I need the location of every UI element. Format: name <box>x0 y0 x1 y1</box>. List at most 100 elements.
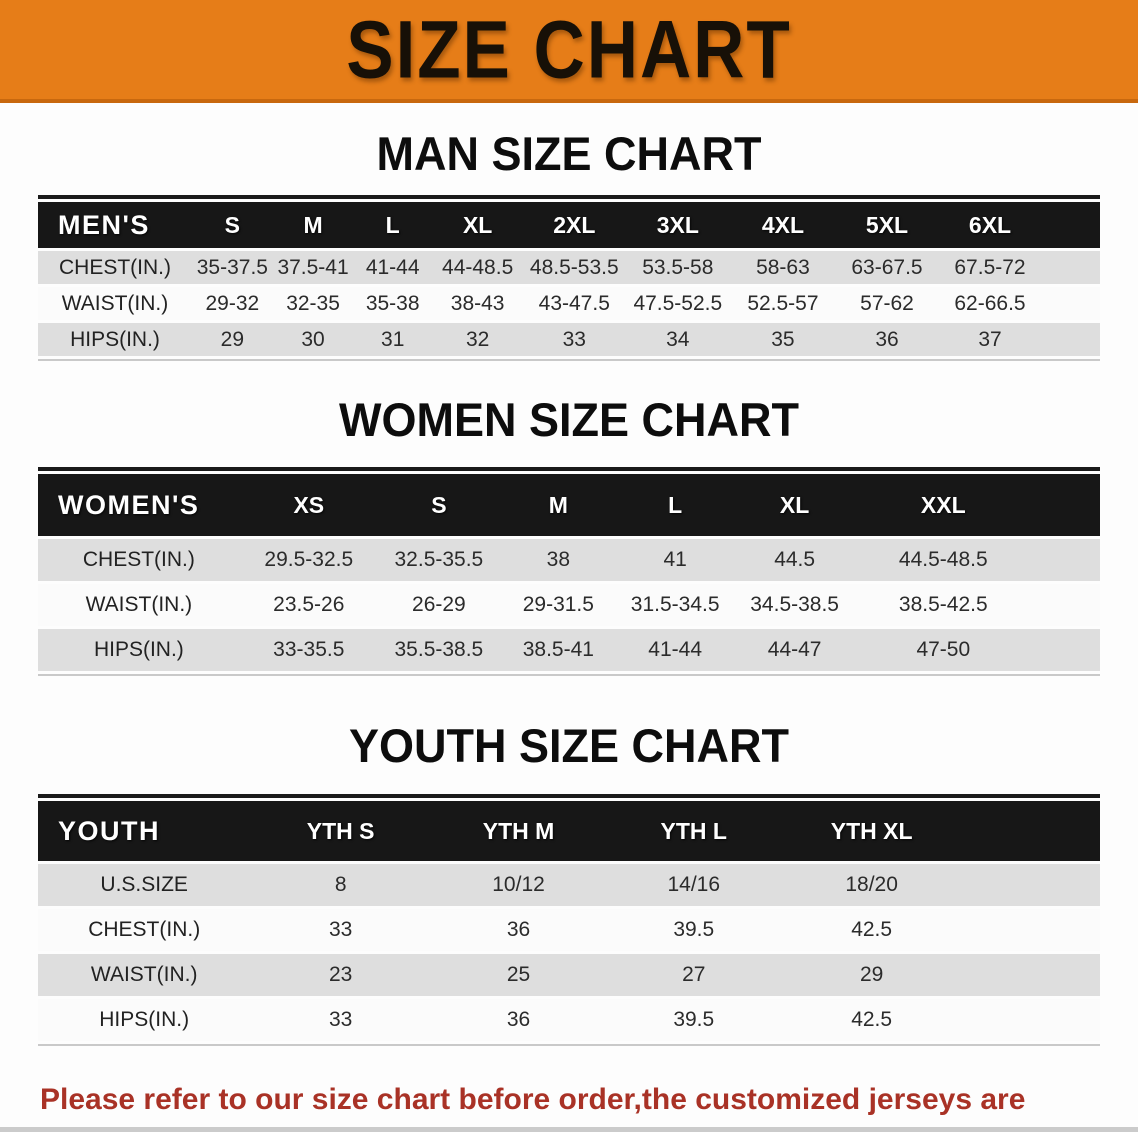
women-table-corner-label: WOMEN'S <box>38 474 240 536</box>
size-cell: 47.5-52.5 <box>625 287 731 320</box>
row-label-hips: HIPS(IN.) <box>38 323 192 356</box>
bottom-divider <box>0 1127 1138 1132</box>
women-column-header-xl: XL <box>733 474 856 536</box>
women-column-header-s: S <box>377 474 500 536</box>
men-section: MAN SIZE CHART MEN'S S M L XL 2XL 3XL 4X… <box>0 126 1138 361</box>
size-cell: 23 <box>250 954 431 996</box>
size-cell: 10/12 <box>430 864 607 906</box>
disclaimer-text: Please refer to our size chart before or… <box>0 1076 1138 1132</box>
size-cell: 36 <box>835 323 939 356</box>
size-cell: 29 <box>781 954 962 996</box>
women-chest-row: CHEST(IN.) 29.5-32.5 32.5-35.5 38 41 44.… <box>38 539 1100 581</box>
size-cell: 44.5-48.5 <box>855 539 1031 581</box>
size-cell: 42.5 <box>781 999 962 1041</box>
youth-section-heading: YOUTH SIZE CHART <box>348 718 789 773</box>
size-cell: 38.5-42.5 <box>855 584 1031 626</box>
women-size-table: WOMEN'S XS S M L XL XXL CHEST(IN.) 29.5-… <box>38 467 1100 676</box>
size-cell: 18/20 <box>781 864 962 906</box>
men-column-header-xl: XL <box>431 202 524 248</box>
men-section-heading: MAN SIZE CHART <box>376 126 762 181</box>
row-filler <box>1030 584 1100 626</box>
men-hips-row: HIPS(IN.) 29 30 31 32 33 34 35 36 37 <box>38 323 1100 356</box>
size-cell: 35.5-38.5 <box>377 629 500 671</box>
women-waist-row: WAIST(IN.) 23.5-26 26-29 29-31.5 31.5-34… <box>38 584 1100 626</box>
size-cell: 29.5-32.5 <box>239 539 378 581</box>
row-filler <box>961 999 1100 1041</box>
size-cell: 29-32 <box>192 287 273 320</box>
youth-chest-row: CHEST(IN.) 33 36 39.5 42.5 <box>38 909 1100 951</box>
row-filler <box>1030 539 1100 581</box>
size-cell: 32 <box>431 323 524 356</box>
size-cell: 41-44 <box>353 251 432 284</box>
youth-column-header-l: YTH L <box>606 801 782 861</box>
size-cell: 57-62 <box>835 287 939 320</box>
size-chart-banner: SIZE CHART <box>0 0 1138 103</box>
size-cell: 23.5-26 <box>239 584 378 626</box>
women-section: WOMEN SIZE CHART WOMEN'S XS S M L XL XXL… <box>0 392 1138 676</box>
men-waist-row: WAIST(IN.) 29-32 32-35 35-38 38-43 43-47… <box>38 287 1100 320</box>
youth-hips-row: HIPS(IN.) 33 36 39.5 42.5 <box>38 999 1100 1041</box>
size-cell: 29 <box>192 323 273 356</box>
youth-column-header-xl: YTH XL <box>781 801 962 861</box>
row-label-waist: WAIST(IN.) <box>38 584 240 626</box>
men-table-header-row: MEN'S S M L XL 2XL 3XL 4XL 5XL 6XL <box>38 202 1100 248</box>
row-filler <box>961 909 1100 951</box>
size-cell: 33 <box>250 999 431 1041</box>
size-cell: 41 <box>616 539 734 581</box>
size-cell: 41-44 <box>616 629 734 671</box>
women-table-header-row: WOMEN'S XS S M L XL XXL <box>38 474 1100 536</box>
men-column-header-s: S <box>192 202 273 248</box>
size-cell: 35-37.5 <box>192 251 273 284</box>
size-cell: 63-67.5 <box>835 251 939 284</box>
size-cell: 62-66.5 <box>938 287 1042 320</box>
size-cell: 30 <box>272 323 354 356</box>
youth-ussize-row: U.S.SIZE 8 10/12 14/16 18/20 <box>38 864 1100 906</box>
size-cell: 34.5-38.5 <box>733 584 856 626</box>
men-header-filler <box>1041 202 1100 248</box>
size-cell: 35-38 <box>353 287 432 320</box>
size-cell: 31.5-34.5 <box>616 584 734 626</box>
size-cell: 48.5-53.5 <box>523 251 626 284</box>
size-chart-title: SIZE CHART <box>346 3 792 96</box>
size-cell: 39.5 <box>606 909 782 951</box>
size-cell: 53.5-58 <box>625 251 731 284</box>
youth-waist-row: WAIST(IN.) 23 25 27 29 <box>38 954 1100 996</box>
women-hips-row: HIPS(IN.) 33-35.5 35.5-38.5 38.5-41 41-4… <box>38 629 1100 671</box>
size-cell: 58-63 <box>730 251 836 284</box>
size-cell: 38 <box>499 539 617 581</box>
size-cell: 25 <box>430 954 607 996</box>
row-filler <box>1030 629 1100 671</box>
size-cell: 38.5-41 <box>499 629 617 671</box>
row-label-waist: WAIST(IN.) <box>38 287 192 320</box>
men-table-corner-label: MEN'S <box>38 202 192 248</box>
size-cell: 43-47.5 <box>523 287 626 320</box>
youth-column-header-m: YTH M <box>430 801 607 861</box>
row-filler <box>1041 323 1100 356</box>
disclaimer-line-1: Please refer to our size chart before or… <box>40 1083 1026 1132</box>
youth-header-filler <box>961 801 1100 861</box>
size-cell: 39.5 <box>606 999 782 1041</box>
size-cell: 33-35.5 <box>239 629 378 671</box>
size-cell: 38-43 <box>431 287 524 320</box>
size-cell: 52.5-57 <box>730 287 836 320</box>
row-label-chest: CHEST(IN.) <box>38 539 240 581</box>
men-column-header-4xl: 4XL <box>730 202 836 248</box>
women-header-filler <box>1030 474 1100 536</box>
women-section-heading: WOMEN SIZE CHART <box>339 392 799 447</box>
size-cell: 42.5 <box>781 909 962 951</box>
men-column-header-2xl: 2XL <box>523 202 626 248</box>
youth-table-corner-label: YOUTH <box>38 801 251 861</box>
row-label-chest: CHEST(IN.) <box>38 909 251 951</box>
size-cell: 67.5-72 <box>938 251 1042 284</box>
size-cell: 29-31.5 <box>499 584 617 626</box>
size-cell: 27 <box>606 954 782 996</box>
youth-table-header-row: YOUTH YTH S YTH M YTH L YTH XL <box>38 801 1100 861</box>
size-cell: 32-35 <box>272 287 354 320</box>
row-filler <box>961 864 1100 906</box>
men-column-header-5xl: 5XL <box>835 202 939 248</box>
men-chest-row: CHEST(IN.) 35-37.5 37.5-41 41-44 44-48.5… <box>38 251 1100 284</box>
youth-size-table: YOUTH YTH S YTH M YTH L YTH XL U.S.SIZE … <box>38 794 1100 1046</box>
size-cell: 37.5-41 <box>272 251 354 284</box>
row-label-hips: HIPS(IN.) <box>38 629 240 671</box>
youth-section: YOUTH SIZE CHART YOUTH YTH S YTH M YTH L… <box>0 718 1138 1046</box>
